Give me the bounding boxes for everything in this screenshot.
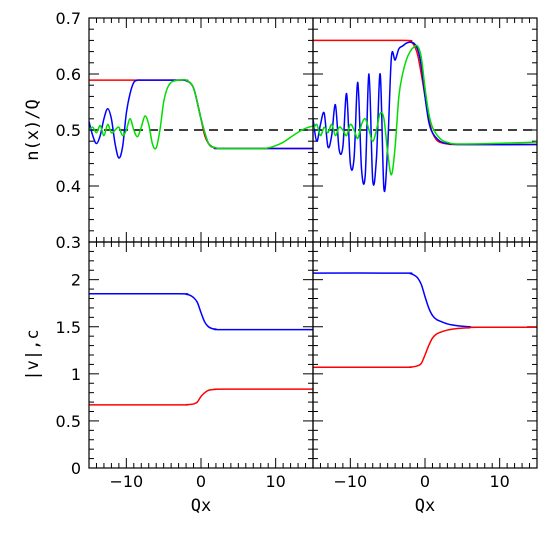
y-axis-label: |v|,c bbox=[23, 329, 43, 380]
x-axis-label: Qx bbox=[415, 496, 435, 516]
x-tick-label: −10 bbox=[333, 472, 367, 491]
y-tick-label: 0.7 bbox=[56, 9, 81, 28]
panel-bottom-left: 0 0.5 1 1.5 2 −10 0 10 Qx |v|,c bbox=[23, 241, 314, 516]
y-tick-label: 0.5 bbox=[56, 121, 81, 140]
y-tick-label: 0.4 bbox=[56, 177, 81, 196]
y-tick-label: 0.3 bbox=[56, 233, 81, 252]
y-tick-label: 1.5 bbox=[56, 318, 81, 337]
y-tick-label: 0 bbox=[71, 459, 81, 478]
series-line-2 bbox=[89, 78, 313, 150]
x-tick-label: 10 bbox=[265, 472, 285, 491]
series-line-0 bbox=[89, 293, 313, 331]
y-tick-label: 0.5 bbox=[56, 412, 81, 431]
x-tick-label: 0 bbox=[420, 472, 430, 491]
series-line-1 bbox=[89, 388, 313, 406]
series-line-0 bbox=[313, 272, 537, 329]
plot-frame bbox=[312, 241, 538, 469]
series-line-1 bbox=[313, 326, 537, 369]
series-line-0 bbox=[89, 79, 313, 150]
y-tick-label: 0.6 bbox=[56, 65, 81, 84]
y-axis-label: n(x)/Q bbox=[23, 99, 43, 160]
series-line-1 bbox=[313, 41, 537, 193]
x-tick-label: 10 bbox=[489, 472, 509, 491]
panel-bottom-right: −10 0 10 Qx bbox=[312, 241, 538, 516]
y-tick-label: 1 bbox=[71, 365, 81, 384]
panel-top-left: 0.3 0.4 0.5 0.6 0.7 n(x)/Q bbox=[23, 9, 314, 252]
panel-top-right bbox=[312, 17, 538, 243]
series-line-2 bbox=[313, 44, 537, 176]
plot-frame bbox=[88, 241, 314, 469]
x-axis-label: Qx bbox=[191, 496, 211, 516]
x-tick-label: −10 bbox=[109, 472, 143, 491]
y-tick-label: 2 bbox=[71, 271, 81, 290]
x-tick-label: 0 bbox=[196, 472, 206, 491]
